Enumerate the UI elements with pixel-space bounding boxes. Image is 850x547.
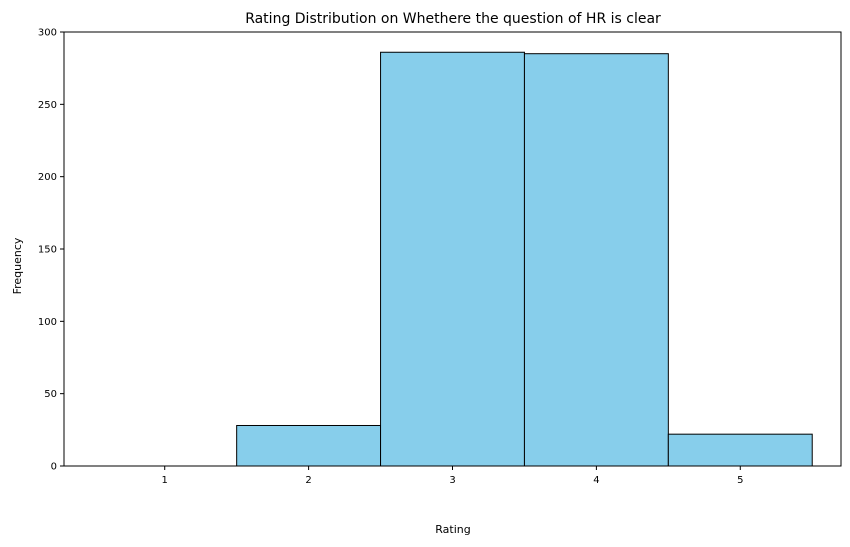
x-tick-label-2: 2 (305, 475, 311, 486)
y-tick-label-200: 200 (38, 172, 57, 183)
bars-group (92, 51, 813, 467)
y-axis-ticks: 0 50 100 150 200 250 300 (38, 28, 64, 473)
y-tick-label-300: 300 (38, 28, 57, 39)
x-axis-ticks: 1 2 3 4 5 (162, 466, 743, 486)
y-tick-label-50: 50 (44, 389, 57, 400)
bar-rating-3 (380, 51, 525, 467)
bar-rating-2 (236, 424, 382, 467)
x-axis-label: Rating (435, 523, 470, 536)
x-tick-label-4: 4 (593, 475, 599, 486)
bar-rating-5 (667, 433, 813, 467)
y-tick-label-150: 150 (38, 245, 57, 256)
y-axis-label: Frequency (11, 237, 24, 294)
y-tick-label-250: 250 (38, 100, 57, 111)
y-tick-label-0: 0 (51, 462, 57, 473)
y-tick-label-100: 100 (38, 317, 57, 328)
bar-rating-4 (523, 53, 669, 467)
x-tick-label-5: 5 (737, 475, 743, 486)
x-tick-label-3: 3 (449, 475, 455, 486)
x-tick-label-1: 1 (162, 475, 168, 486)
chart-title: Rating Distribution on Whethere the ques… (245, 11, 661, 27)
